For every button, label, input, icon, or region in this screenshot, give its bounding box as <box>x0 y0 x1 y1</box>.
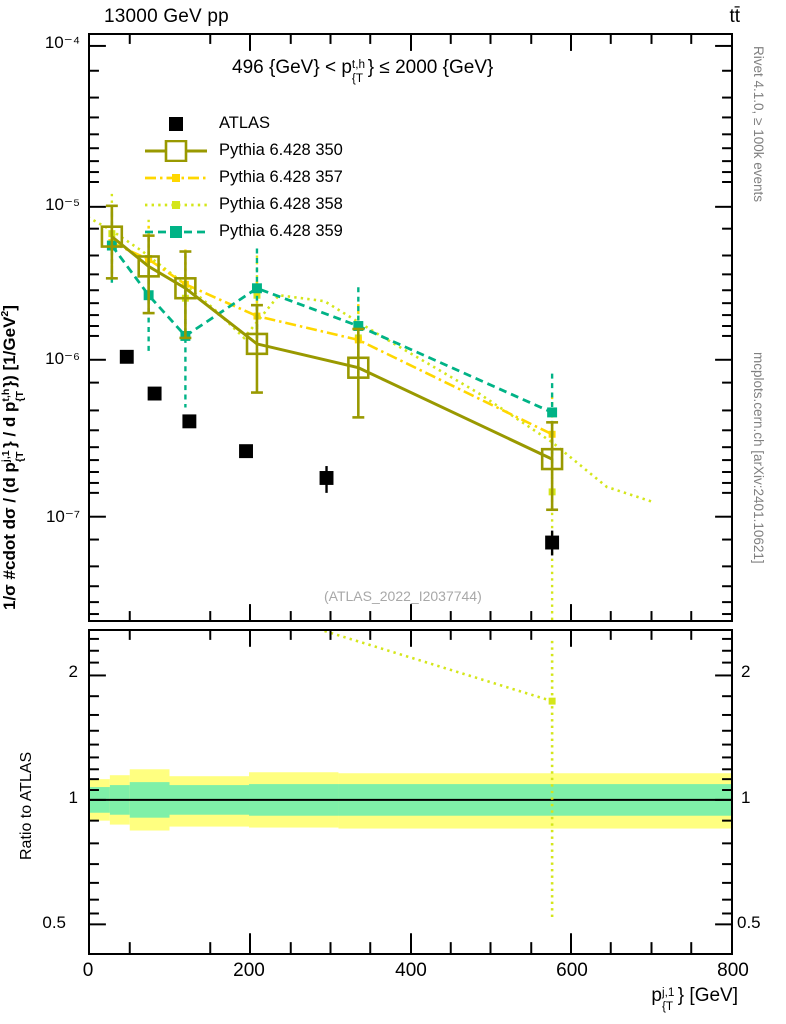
ratio-y-ticks-right <box>715 637 731 926</box>
series-pythia-350 <box>100 204 564 512</box>
ratio-y-tick-label-1-right: 1 <box>741 788 751 807</box>
x-tick-label-0: 0 <box>82 960 94 981</box>
x-axis-title: p j,1 {T } [GeV] <box>651 985 738 1013</box>
y-tick-label-1e-5: 10⁻⁵ <box>45 195 80 214</box>
series-atlas <box>119 349 560 556</box>
ratio-y-ticks-left <box>90 637 106 926</box>
ratio-y-tick-label-2-right: 2 <box>741 662 751 681</box>
series-pythia-359 <box>106 211 558 465</box>
series-359-markers <box>106 240 558 418</box>
legend-item-pythia-359[interactable]: Pythia 6.428 359 <box>145 218 343 245</box>
ratio-x-ticks-bottom <box>128 933 693 953</box>
rivet-version-caption: Rivet 4.1.0, ≥ 100k events <box>751 46 766 202</box>
legend-item-atlas[interactable]: ATLAS <box>145 110 343 137</box>
ratio-y-tick-label-2-left: 2 <box>68 662 78 681</box>
legend-label-pythia-350: Pythia 6.428 350 <box>219 141 343 159</box>
ratio-y-tick-label-1-left: 1 <box>68 788 78 807</box>
x-tick-label-800: 800 <box>717 960 749 981</box>
x-axis-ticks-bottom-main <box>128 604 693 620</box>
ratio-plot-panel <box>88 629 733 955</box>
legend-label-atlas: ATLAS <box>219 114 271 132</box>
legend-item-pythia-350[interactable]: Pythia 6.428 350 <box>145 137 343 164</box>
y-tick-label-1e-7: 10⁻⁷ <box>45 507 80 526</box>
legend-label-pythia-357: Pythia 6.428 357 <box>219 168 343 186</box>
analysis-id-watermark: (ATLAS_2022_I2037744) <box>324 588 482 604</box>
main-plot-canvas <box>90 35 731 620</box>
ratio-series-pythia-358 <box>324 631 556 918</box>
legend-item-pythia-357[interactable]: Pythia 6.428 357 <box>145 164 343 191</box>
ratio-x-ticks-top <box>128 631 693 647</box>
series-350-markers <box>100 225 564 471</box>
series-pythia-358 <box>90 193 653 620</box>
series-357-markers <box>108 239 556 438</box>
x-tick-label-400: 400 <box>395 960 427 981</box>
beam-energy-label: 13000 GeV pp <box>104 6 229 27</box>
dashdot-line-icon <box>145 167 207 189</box>
filled-square-dashed-icon <box>145 221 207 243</box>
legend-label-pythia-359: Pythia 6.428 359 <box>219 222 343 240</box>
process-label: tt̄ <box>729 6 740 27</box>
y-tick-label-1e-6: 10⁻⁶ <box>45 349 80 368</box>
legend: ATLAS Pythia 6.428 350 P <box>145 110 343 245</box>
y-axis-ticks-left <box>90 44 106 616</box>
open-square-solid-line-icon <box>145 139 207 162</box>
main-plot-panel: 496 {GeV} < p t,h {T } ≤ 2000 {GeV} (ATLAS… <box>88 33 733 622</box>
filled-square-marker-icon <box>145 113 207 135</box>
plot-title: 496 {GeV} < p t,h {T } ≤ 2000 {GeV} <box>232 57 494 85</box>
x-tick-label-600: 600 <box>556 960 588 981</box>
y-tick-label-1e-4: 10⁻⁴ <box>44 33 80 52</box>
ratio-plot-canvas <box>90 631 731 953</box>
x-tick-label-200: 200 <box>233 960 265 981</box>
mcplots-source-caption: mcplots.cern.ch [arXiv:2401.10621] <box>751 352 766 564</box>
ratio-y-tick-label-05-right: 0.5 <box>737 913 761 932</box>
legend-item-pythia-358[interactable]: Pythia 6.428 358 <box>145 191 343 218</box>
series-pythia-357 <box>108 209 556 484</box>
legend-label-pythia-358: Pythia 6.428 358 <box>219 195 343 213</box>
x-axis-ticks-top <box>128 35 693 51</box>
ratio-y-tick-label-05-left: 0.5 <box>42 913 66 932</box>
dotted-line-icon <box>145 194 207 216</box>
y-axis-ticks-right <box>715 44 731 616</box>
